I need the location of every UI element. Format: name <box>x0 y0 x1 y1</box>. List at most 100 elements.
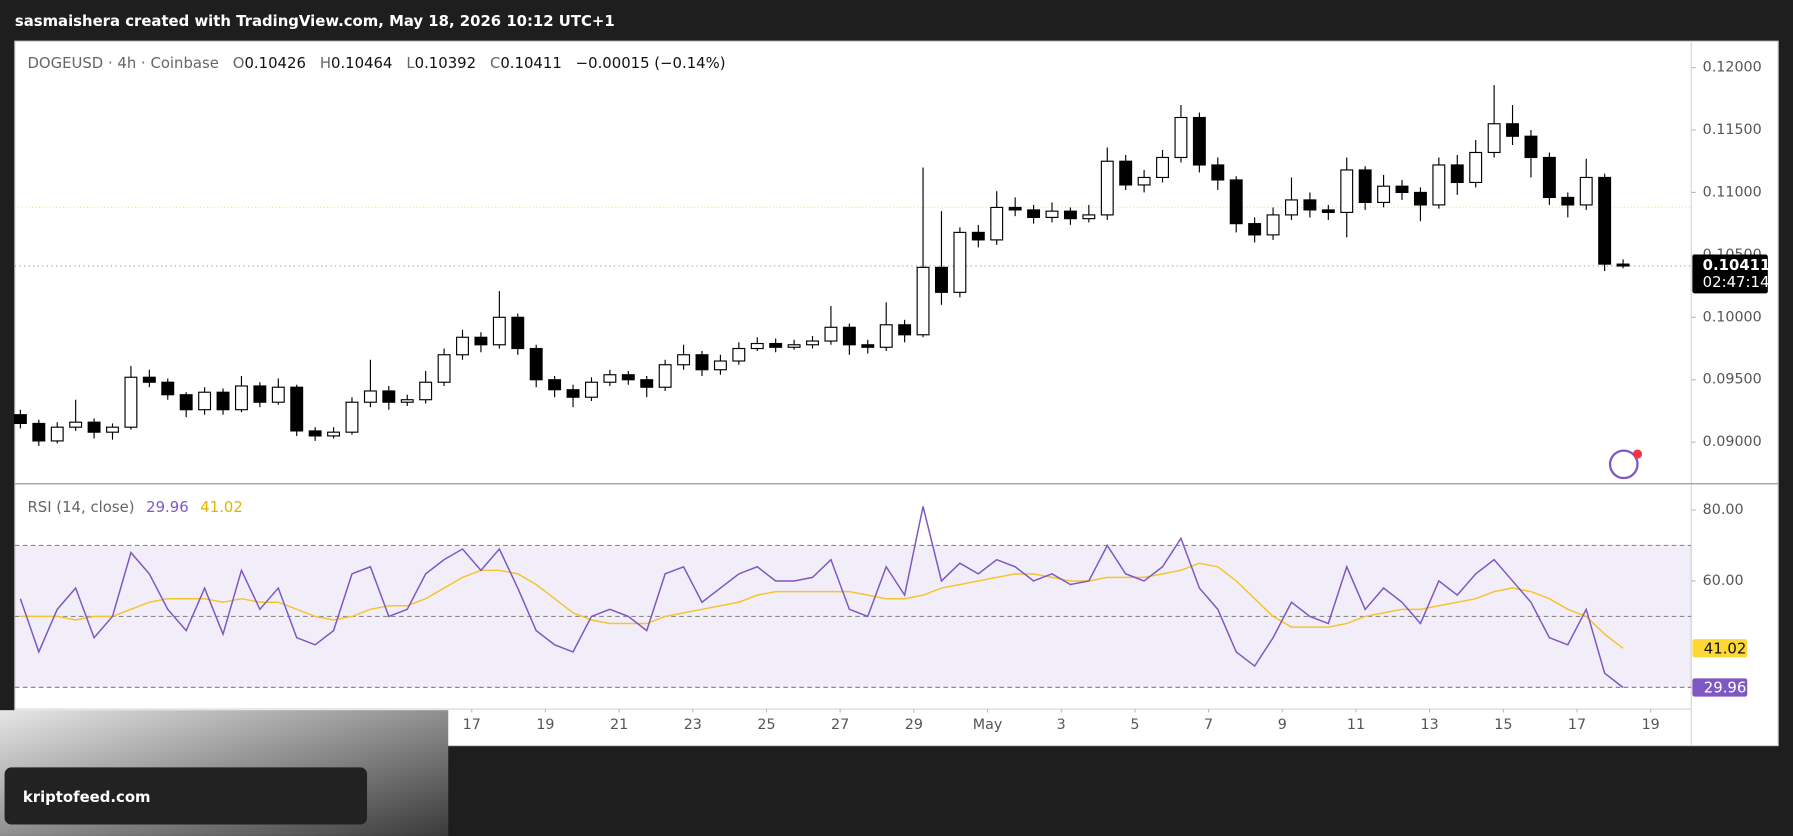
candle-body <box>529 347 543 381</box>
candle-body <box>1008 206 1022 211</box>
candle-body <box>1100 160 1114 216</box>
candle-body <box>161 381 175 396</box>
candle-body <box>1413 191 1427 206</box>
rsi-ma-tag <box>1692 639 1748 658</box>
legend-label: C <box>490 54 500 72</box>
indicator-title: RSI (14, close) <box>27 498 134 516</box>
candle-body <box>271 386 285 403</box>
candle-body <box>492 316 506 346</box>
candle-body <box>548 379 562 391</box>
candle-body <box>198 391 212 411</box>
candle-body <box>1321 209 1335 213</box>
x-tick-label: 21 <box>610 717 628 733</box>
x-tick-label: 27 <box>831 717 849 733</box>
candle-body <box>769 342 783 348</box>
rsi-tag-value: 29.96 <box>1704 679 1747 697</box>
x-tick-label: 15 <box>1494 717 1512 733</box>
candle-body <box>658 364 672 388</box>
candle-body <box>1248 223 1262 236</box>
candle-body <box>1063 210 1077 220</box>
legend-value: 0.10392 <box>415 54 476 72</box>
rsi-tag <box>1692 678 1748 697</box>
y-tick-label: 0.10000 <box>1703 309 1762 325</box>
candle-body <box>1266 214 1280 236</box>
y-tick-label: 0.09000 <box>1703 434 1762 450</box>
x-tick-label: 23 <box>684 717 702 733</box>
candle-body <box>1579 176 1593 206</box>
candle-body <box>677 354 691 366</box>
candle-body <box>1303 199 1317 211</box>
candle-body <box>879 324 893 348</box>
x-tick-label: 17 <box>463 717 481 733</box>
candle-body <box>1450 164 1464 184</box>
price-tag <box>1692 254 1768 294</box>
y-tick-label: 0.12000 <box>1703 60 1762 76</box>
x-tick-label: 5 <box>1130 717 1139 733</box>
x-tick-label: 3 <box>1057 717 1066 733</box>
candle-body <box>603 374 617 383</box>
candle-body <box>234 385 248 411</box>
candle-body <box>1119 160 1133 186</box>
candle-body <box>1616 263 1630 267</box>
x-tick-label: 13 <box>1421 717 1439 733</box>
candle-body <box>990 206 1004 241</box>
candle-body <box>842 326 856 346</box>
x-tick-label: 25 <box>757 717 775 733</box>
candle-body <box>1082 214 1096 220</box>
candle-body <box>87 421 101 433</box>
candle-body <box>50 426 64 442</box>
indicator-value: 29.96 <box>146 498 189 516</box>
legend-label: L <box>406 54 415 72</box>
candle-body <box>1211 164 1225 181</box>
candle-body <box>916 266 930 336</box>
candle-body <box>290 386 304 432</box>
candle-body <box>953 231 967 293</box>
candle-body <box>216 391 230 411</box>
candle-body <box>1027 209 1041 218</box>
candle-body <box>1487 123 1501 154</box>
candle-body <box>1340 169 1354 213</box>
rsi-line <box>19 506 1624 689</box>
x-tick-label: 17 <box>1568 717 1586 733</box>
plot: 0.090000.095000.100000.105000.110000.115… <box>13 60 1770 733</box>
legend-value: 0.10411 <box>500 54 561 72</box>
y-tick-label: 0.11500 <box>1703 122 1762 138</box>
watermark-box <box>4 767 368 825</box>
candle-body <box>584 381 598 398</box>
candle-body <box>861 344 875 348</box>
legend-value: 0.10464 <box>331 54 392 72</box>
candle-body <box>1469 151 1483 184</box>
candle-body <box>621 374 635 381</box>
candle-body <box>806 340 819 346</box>
candle-body <box>713 360 727 371</box>
candle-body <box>824 326 838 342</box>
candle-body <box>179 394 193 411</box>
candle-body <box>1377 185 1391 203</box>
candle-body <box>971 231 985 241</box>
y-tick-label: 0.09500 <box>1703 372 1762 388</box>
candle-body <box>419 381 433 401</box>
candle-body <box>308 430 322 437</box>
legend-value: 0.10426 <box>244 54 305 72</box>
legend: DOGEUSD · 4h · Coinbase O0.10426 H0.1046… <box>27 54 725 72</box>
candle-body <box>732 347 746 362</box>
candle-body <box>1045 210 1059 218</box>
x-tick-label: 29 <box>905 717 923 733</box>
candle-body <box>566 389 580 398</box>
candle-body <box>1524 135 1538 159</box>
legend-label: O <box>233 54 245 72</box>
candle-body <box>1137 176 1151 186</box>
y-tick-label: 0.11000 <box>1703 184 1762 200</box>
candle-body <box>106 426 119 433</box>
x-tick-label: 9 <box>1278 717 1287 733</box>
candle-body <box>474 336 488 346</box>
candle-body <box>327 431 341 437</box>
candle-body <box>935 266 948 293</box>
candle-body <box>400 399 414 403</box>
candle-body <box>142 376 156 383</box>
candle-body <box>13 414 27 425</box>
candle-body <box>898 324 912 336</box>
candle-body <box>1561 196 1575 206</box>
candle-body <box>750 342 764 350</box>
